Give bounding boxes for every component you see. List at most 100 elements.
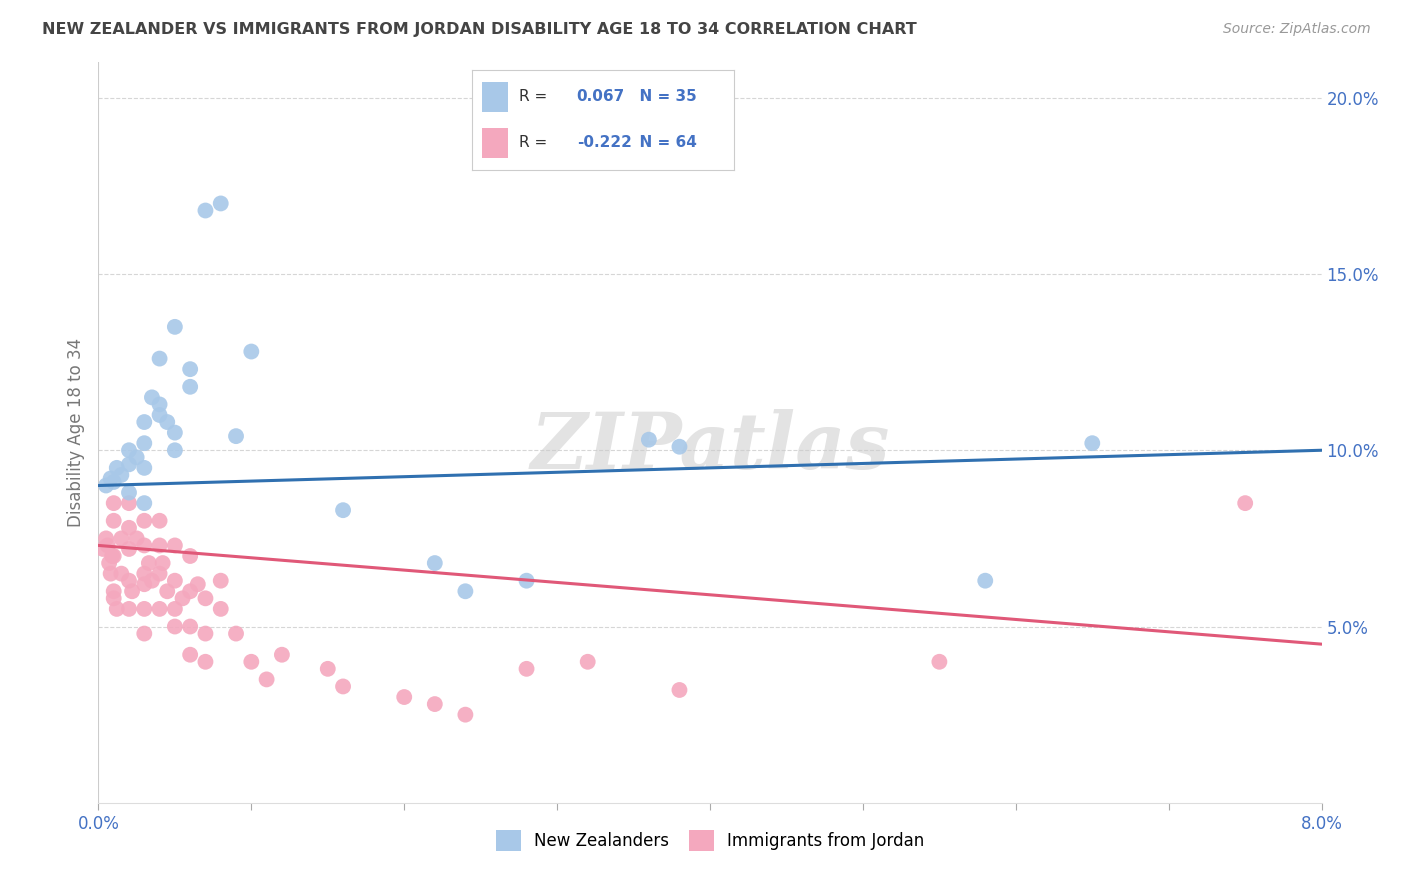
Point bbox=[163, 619, 186, 633]
Point bbox=[240, 344, 263, 359]
Point bbox=[103, 584, 125, 599]
Point bbox=[141, 574, 163, 588]
Point bbox=[516, 662, 538, 676]
Point bbox=[118, 496, 141, 510]
Point bbox=[668, 440, 690, 454]
Point bbox=[225, 429, 247, 443]
Point bbox=[454, 584, 477, 599]
Point bbox=[134, 436, 156, 450]
Point bbox=[149, 514, 172, 528]
Point bbox=[316, 662, 339, 676]
Point bbox=[149, 397, 172, 411]
Point bbox=[1234, 496, 1257, 510]
Point bbox=[187, 577, 209, 591]
Point bbox=[134, 514, 156, 528]
Point bbox=[194, 203, 217, 218]
Point bbox=[103, 514, 125, 528]
Point bbox=[179, 584, 201, 599]
Point bbox=[118, 602, 141, 616]
Point bbox=[454, 707, 477, 722]
Text: Source: ZipAtlas.com: Source: ZipAtlas.com bbox=[1223, 22, 1371, 37]
Point bbox=[149, 408, 172, 422]
Point bbox=[156, 584, 179, 599]
Point bbox=[152, 556, 174, 570]
Point bbox=[138, 556, 160, 570]
Point bbox=[179, 362, 201, 376]
Point bbox=[209, 196, 232, 211]
Point bbox=[149, 566, 172, 581]
Legend: New Zealanders, Immigrants from Jordan: New Zealanders, Immigrants from Jordan bbox=[489, 823, 931, 857]
Point bbox=[179, 380, 201, 394]
Point bbox=[163, 319, 186, 334]
Point bbox=[156, 415, 179, 429]
Point bbox=[163, 602, 186, 616]
Point bbox=[149, 602, 172, 616]
Point bbox=[179, 619, 201, 633]
Text: ZIPatlas: ZIPatlas bbox=[530, 409, 890, 485]
Point bbox=[134, 566, 156, 581]
Point bbox=[194, 591, 217, 606]
Point bbox=[179, 549, 201, 563]
Point bbox=[149, 351, 172, 366]
Point bbox=[118, 574, 141, 588]
Point bbox=[163, 443, 186, 458]
Point bbox=[101, 549, 124, 563]
Point bbox=[149, 538, 172, 552]
Point bbox=[98, 556, 121, 570]
Point bbox=[163, 425, 186, 440]
Point bbox=[103, 591, 125, 606]
Point bbox=[103, 549, 125, 563]
Point bbox=[423, 697, 446, 711]
Point bbox=[118, 521, 141, 535]
Text: NEW ZEALANDER VS IMMIGRANTS FROM JORDAN DISABILITY AGE 18 TO 34 CORRELATION CHAR: NEW ZEALANDER VS IMMIGRANTS FROM JORDAN … bbox=[42, 22, 917, 37]
Point bbox=[163, 538, 186, 552]
Point bbox=[103, 496, 125, 510]
Point bbox=[110, 566, 132, 581]
Point bbox=[392, 690, 416, 704]
Point bbox=[240, 655, 263, 669]
Point bbox=[134, 415, 156, 429]
Point bbox=[134, 538, 156, 552]
Point bbox=[97, 538, 120, 552]
Point bbox=[134, 602, 156, 616]
Point bbox=[134, 626, 156, 640]
Point bbox=[1081, 436, 1104, 450]
Point bbox=[668, 683, 690, 698]
Point bbox=[100, 471, 122, 485]
Point bbox=[94, 532, 117, 546]
Point bbox=[194, 655, 217, 669]
Point bbox=[209, 602, 232, 616]
Point bbox=[516, 574, 538, 588]
Point bbox=[105, 602, 128, 616]
Point bbox=[163, 574, 186, 588]
Point bbox=[121, 584, 143, 599]
Point bbox=[118, 443, 141, 458]
Point bbox=[134, 461, 156, 475]
Point bbox=[125, 450, 148, 465]
Point bbox=[194, 626, 217, 640]
Point bbox=[209, 574, 232, 588]
Point bbox=[118, 541, 141, 556]
Point bbox=[974, 574, 997, 588]
Y-axis label: Disability Age 18 to 34: Disability Age 18 to 34 bbox=[66, 338, 84, 527]
Point bbox=[141, 390, 163, 404]
Point bbox=[100, 566, 122, 581]
Point bbox=[332, 680, 354, 694]
Point bbox=[110, 467, 132, 482]
Point bbox=[270, 648, 294, 662]
Point bbox=[118, 458, 141, 472]
Point bbox=[110, 532, 132, 546]
Point bbox=[225, 626, 247, 640]
Point bbox=[118, 485, 141, 500]
Point bbox=[103, 475, 125, 489]
Point bbox=[125, 532, 148, 546]
Point bbox=[332, 503, 354, 517]
Point bbox=[105, 461, 128, 475]
Point bbox=[423, 556, 446, 570]
Point bbox=[94, 478, 117, 492]
Point bbox=[134, 496, 156, 510]
Point bbox=[179, 648, 201, 662]
Point bbox=[576, 655, 599, 669]
Point bbox=[256, 673, 278, 687]
Point bbox=[637, 433, 661, 447]
